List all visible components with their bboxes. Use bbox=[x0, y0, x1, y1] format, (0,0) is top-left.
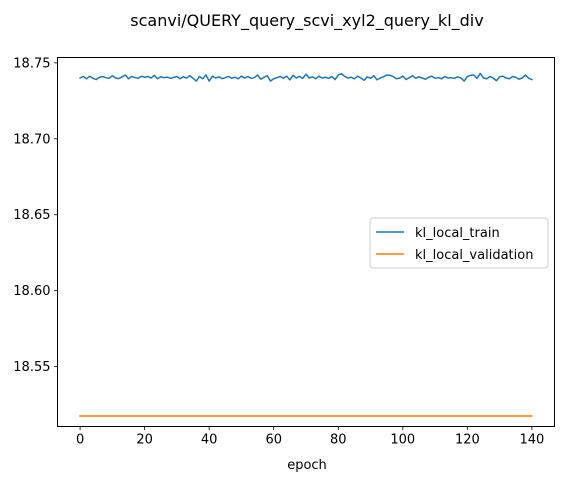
y-tick-label: 18.60 bbox=[13, 284, 50, 299]
y-axis: 18.55 18.60 18.65 18.70 18.75 bbox=[13, 56, 58, 375]
y-tick-label: 18.75 bbox=[13, 56, 50, 71]
y-tick-label: 18.65 bbox=[13, 208, 50, 223]
legend: kl_local_train kl_local_validation bbox=[369, 217, 549, 269]
x-tick-label: 0 bbox=[76, 433, 84, 448]
plot-frame bbox=[57, 57, 555, 427]
chart-title: scanvi/QUERY_query_scvi_xyl2_query_kl_di… bbox=[130, 11, 483, 31]
series-layer bbox=[79, 72, 533, 417]
legend-label: kl_local_train bbox=[415, 226, 500, 241]
x-tick-label: 20 bbox=[136, 433, 153, 448]
series-line-kl-local-train bbox=[79, 72, 533, 82]
y-tick-label: 18.55 bbox=[13, 360, 50, 375]
legend-label: kl_local_validation bbox=[415, 248, 533, 263]
y-tick-label: 18.70 bbox=[13, 132, 50, 147]
x-tick-label: 40 bbox=[201, 433, 218, 448]
x-axis: 0 20 40 60 80 100 120 140 bbox=[76, 426, 544, 448]
x-tick-label: 120 bbox=[455, 433, 480, 448]
x-tick-label: 140 bbox=[519, 433, 544, 448]
x-tick-label: 80 bbox=[330, 433, 347, 448]
x-axis-label: epoch bbox=[287, 458, 327, 473]
x-tick-label: 60 bbox=[265, 433, 282, 448]
x-tick-label: 100 bbox=[390, 433, 415, 448]
legend-box bbox=[369, 217, 549, 269]
